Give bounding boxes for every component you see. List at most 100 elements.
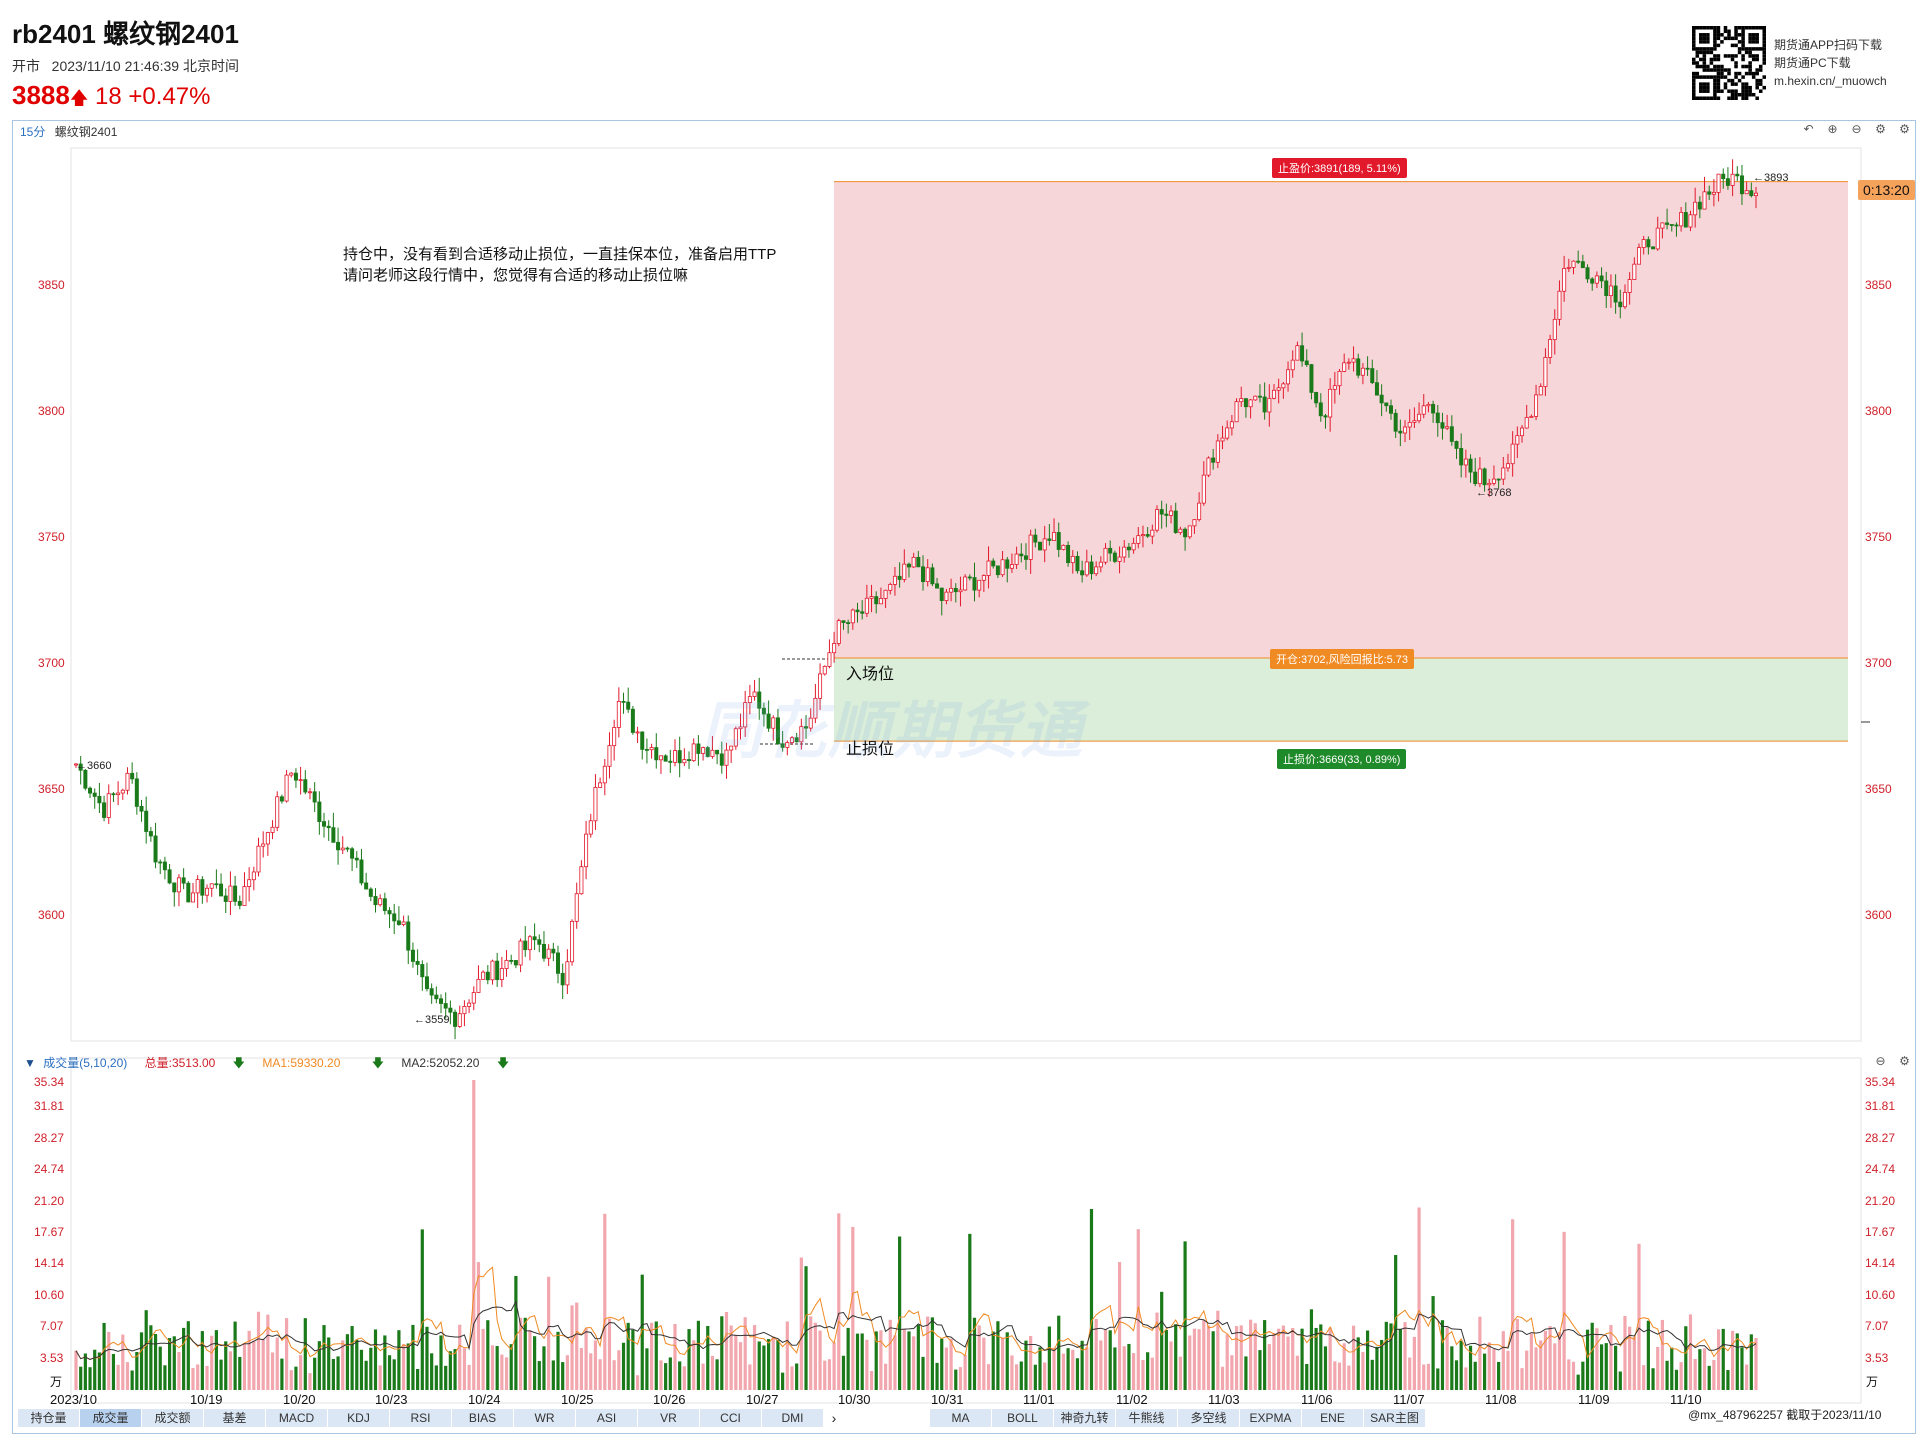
volume-bar (954, 1369, 958, 1390)
tab-macd[interactable]: MACD (266, 1409, 328, 1427)
volume-bar (116, 1364, 120, 1390)
candle-up (1491, 478, 1496, 484)
volume-bar (486, 1320, 490, 1390)
download-app-text: 期货通APP扫码下载 (1774, 38, 1883, 52)
tab-turnover[interactable]: 成交额 (142, 1409, 204, 1427)
volume-bar (715, 1359, 719, 1390)
tab-basis[interactable]: 基差 (204, 1409, 266, 1427)
volume-bar (1599, 1344, 1604, 1390)
volume-bar (1511, 1219, 1515, 1390)
candle-down (916, 556, 921, 568)
tab-expma[interactable]: EXPMA (1240, 1409, 1302, 1427)
volume-bar (1412, 1336, 1416, 1390)
tab-ene[interactable]: ENE (1302, 1409, 1364, 1427)
volume-bar (125, 1362, 130, 1390)
collapse-icon[interactable]: ▼ (24, 1056, 36, 1070)
candle-up (1557, 290, 1562, 320)
chevron-right-icon[interactable]: › (831, 1410, 837, 1426)
tab-rsi[interactable]: RSI (390, 1409, 452, 1427)
zoom-in-icon[interactable]: ⊕ (1827, 122, 1838, 136)
take-profit-zone (834, 181, 1848, 658)
tab-kdj[interactable]: KDJ (328, 1409, 390, 1427)
candle-down (775, 717, 780, 745)
volume-bar (832, 1342, 836, 1390)
candle-down (1739, 175, 1744, 195)
candle-down (102, 802, 107, 818)
candle-down (1665, 222, 1670, 225)
tab-cci[interactable]: CCI (700, 1409, 762, 1427)
volume-bar (1398, 1328, 1402, 1390)
volume-gear-icon[interactable]: ⚙ (1899, 1054, 1910, 1068)
volume-bar (1230, 1355, 1234, 1390)
entry-tag[interactable]: 开仓:3702,风险回报比:5.73 (1270, 649, 1415, 669)
volume-bar (982, 1337, 986, 1390)
volume-bar (865, 1339, 869, 1390)
candle-down (846, 622, 851, 624)
volume-axis-left-label: 24.74 (34, 1162, 65, 1176)
volume-bar (883, 1363, 888, 1390)
candle-up (1253, 395, 1258, 401)
volume-bar (1553, 1343, 1557, 1390)
volume-bar (1684, 1326, 1688, 1390)
candle-down (1056, 532, 1061, 550)
candle-down (97, 796, 102, 804)
volume-bar (111, 1353, 116, 1390)
settings-icon[interactable]: ⚙ (1875, 122, 1886, 136)
tab-dmi[interactable]: DMI (762, 1409, 824, 1427)
tab-wr[interactable]: WR (514, 1409, 576, 1427)
tab-open-interest[interactable]: 持仓量 (18, 1409, 80, 1427)
volume-bar (1295, 1355, 1299, 1390)
volume-bar (1206, 1325, 1211, 1390)
volume-bar (303, 1318, 307, 1390)
tab-vr[interactable]: VR (638, 1409, 700, 1427)
candle-up (462, 1005, 467, 1015)
volume-bar (135, 1351, 139, 1390)
gear-icon[interactable]: ⚙ (1899, 122, 1910, 136)
candle-down (1440, 422, 1445, 429)
tab-bias[interactable]: BIAS (452, 1409, 514, 1427)
volume-bar (1146, 1352, 1150, 1390)
volume-bar (1272, 1333, 1276, 1390)
volume-bar (706, 1325, 710, 1390)
candle-down (1038, 541, 1043, 551)
candle-down (448, 1007, 453, 1013)
tab-sar[interactable]: SAR主图 (1364, 1409, 1426, 1427)
period-selector[interactable]: 15分 (20, 125, 46, 139)
candle-up (195, 879, 200, 894)
candle-up (1000, 559, 1005, 576)
candle-up (471, 992, 476, 1004)
volume-indicator-name[interactable]: 成交量(5,10,20) (43, 1056, 128, 1070)
volume-bar (528, 1330, 532, 1390)
volume-bar (1005, 1332, 1009, 1390)
volume-bar (1010, 1355, 1014, 1390)
candle-up (1332, 385, 1337, 390)
tab-boll[interactable]: BOLL (992, 1409, 1054, 1427)
candle-down (1304, 360, 1309, 366)
candle-down (953, 587, 958, 593)
candle-up (1131, 542, 1136, 551)
tab-bull-bear-line[interactable]: 牛熊线 (1116, 1409, 1178, 1427)
volume-bar (490, 1345, 495, 1390)
tab-asi[interactable]: ASI (576, 1409, 638, 1427)
volume-settings-icon[interactable]: ⊖ (1875, 1054, 1886, 1068)
tab-volume[interactable]: 成交量 (80, 1409, 142, 1427)
take-profit-tag[interactable]: 止盈价:3891(189, 5.11%) (1272, 158, 1407, 178)
candle-up (1637, 247, 1642, 265)
volume-bar (439, 1335, 443, 1390)
volume-bar (1164, 1329, 1168, 1390)
volume-bar (1515, 1318, 1519, 1390)
volume-bar (1721, 1328, 1725, 1390)
volume-bar (940, 1338, 944, 1390)
tab-long-short-line[interactable]: 多空线 (1178, 1409, 1240, 1427)
volume-bar (1567, 1359, 1571, 1390)
undo-icon[interactable]: ↶ (1803, 122, 1814, 136)
volume-bar (1660, 1319, 1665, 1390)
volume-bar (921, 1356, 925, 1390)
volume-bar (818, 1330, 822, 1390)
tab-ma[interactable]: MA (930, 1409, 992, 1427)
candle-down (78, 763, 83, 771)
zoom-out-icon[interactable]: ⊖ (1851, 122, 1862, 136)
tab-td-sequential[interactable]: 神奇九转 (1054, 1409, 1116, 1427)
stop-loss-tag[interactable]: 止损价:3669(33, 0.89%) (1277, 749, 1407, 769)
